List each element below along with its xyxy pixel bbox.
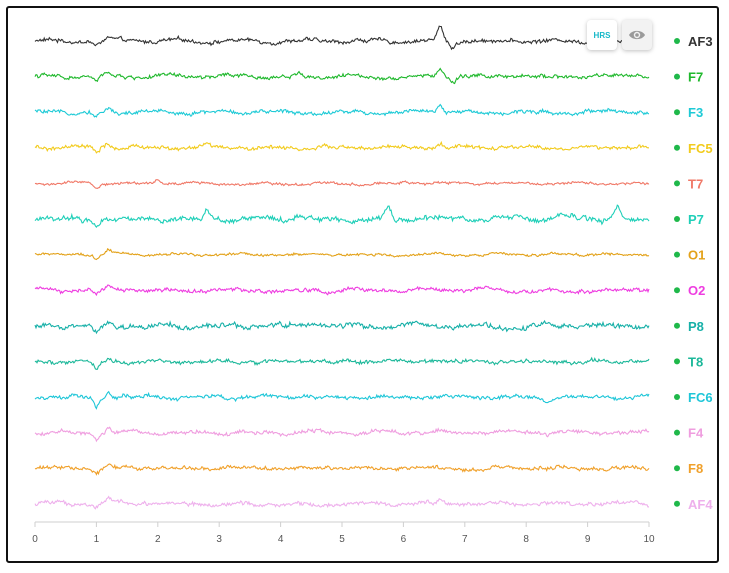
trace-t8	[34, 356, 650, 370]
trace-af3	[34, 25, 650, 51]
visibility-toggle-button[interactable]	[622, 20, 652, 50]
channel-indicator-dot	[674, 144, 680, 151]
channel-label-fc6[interactable]: FC6	[688, 390, 713, 405]
trace-t7	[34, 179, 650, 189]
channel-label-p8[interactable]: P8	[688, 319, 704, 334]
channel-indicator-dot	[674, 251, 680, 258]
channel-label-af4[interactable]: AF4	[688, 497, 713, 512]
eeg-panel	[6, 6, 719, 563]
x-tick-label: 7	[462, 534, 468, 545]
x-tick-label: 1	[94, 534, 100, 545]
x-tick-label: 4	[278, 534, 284, 545]
hrs-button[interactable]: HRS	[587, 20, 617, 50]
channel-label-o2[interactable]: O2	[688, 283, 705, 298]
trace-f3	[34, 103, 650, 118]
channel-label-f3[interactable]: F3	[688, 105, 703, 120]
trace-o2	[34, 284, 650, 297]
x-tick-label: 3	[216, 534, 222, 545]
channel-label-f7[interactable]: F7	[688, 70, 703, 85]
channel-label-o1[interactable]: O1	[688, 248, 705, 263]
channel-indicator-dot	[674, 500, 680, 507]
channel-label-t7[interactable]: T7	[688, 176, 703, 191]
x-tick-label: 2	[155, 534, 161, 545]
trace-f8	[34, 463, 650, 476]
channel-indicator-dot	[674, 216, 680, 222]
channel-label-fc5[interactable]: FC5	[688, 141, 713, 156]
trace-f7	[34, 67, 650, 85]
x-tick-label: 0	[32, 534, 38, 545]
channel-indicator-dot	[674, 180, 680, 187]
x-tick-label: 8	[523, 534, 529, 545]
x-tick-label: 10	[643, 534, 655, 545]
trace-f4	[34, 426, 650, 443]
x-tick-label: 6	[401, 534, 407, 545]
x-tick-label: 9	[585, 534, 591, 545]
x-tick-label: 5	[339, 534, 345, 545]
channel-label-af3[interactable]: AF3	[688, 34, 713, 49]
eeg-traces	[34, 25, 650, 510]
trace-p7	[34, 204, 650, 228]
channel-indicator-dot	[674, 73, 680, 80]
trace-fc5	[34, 140, 649, 154]
channel-label-f8[interactable]: F8	[688, 461, 703, 476]
channel-indicator-dot	[674, 109, 680, 116]
trace-af4	[34, 495, 650, 510]
trace-fc6	[34, 390, 650, 410]
trace-p8	[34, 319, 650, 335]
channel-indicator-dot	[674, 394, 680, 400]
trace-o1	[34, 247, 650, 261]
channel-indicator-dot	[674, 38, 680, 44]
eye-icon	[629, 30, 645, 40]
channel-indicator-dot	[674, 358, 680, 365]
channel-indicator-dot	[674, 465, 680, 472]
channel-label-t8[interactable]: T8	[688, 354, 703, 369]
hrs-label: HRS	[593, 30, 611, 40]
channel-indicator-dot	[674, 429, 680, 436]
channel-legend: AF3 F7 F3 FC5 T7 P7 O1 O2 P8 T8 FC6 F4 F8 AF4	[674, 34, 713, 512]
x-axis: 0 1 2 3 4 5 6 7 8 9 10	[32, 521, 655, 545]
channel-indicator-dot	[674, 322, 680, 329]
channel-label-f4[interactable]: F4	[688, 426, 704, 441]
channel-indicator-dot	[674, 287, 680, 294]
channel-label-p7[interactable]: P7	[688, 212, 704, 227]
